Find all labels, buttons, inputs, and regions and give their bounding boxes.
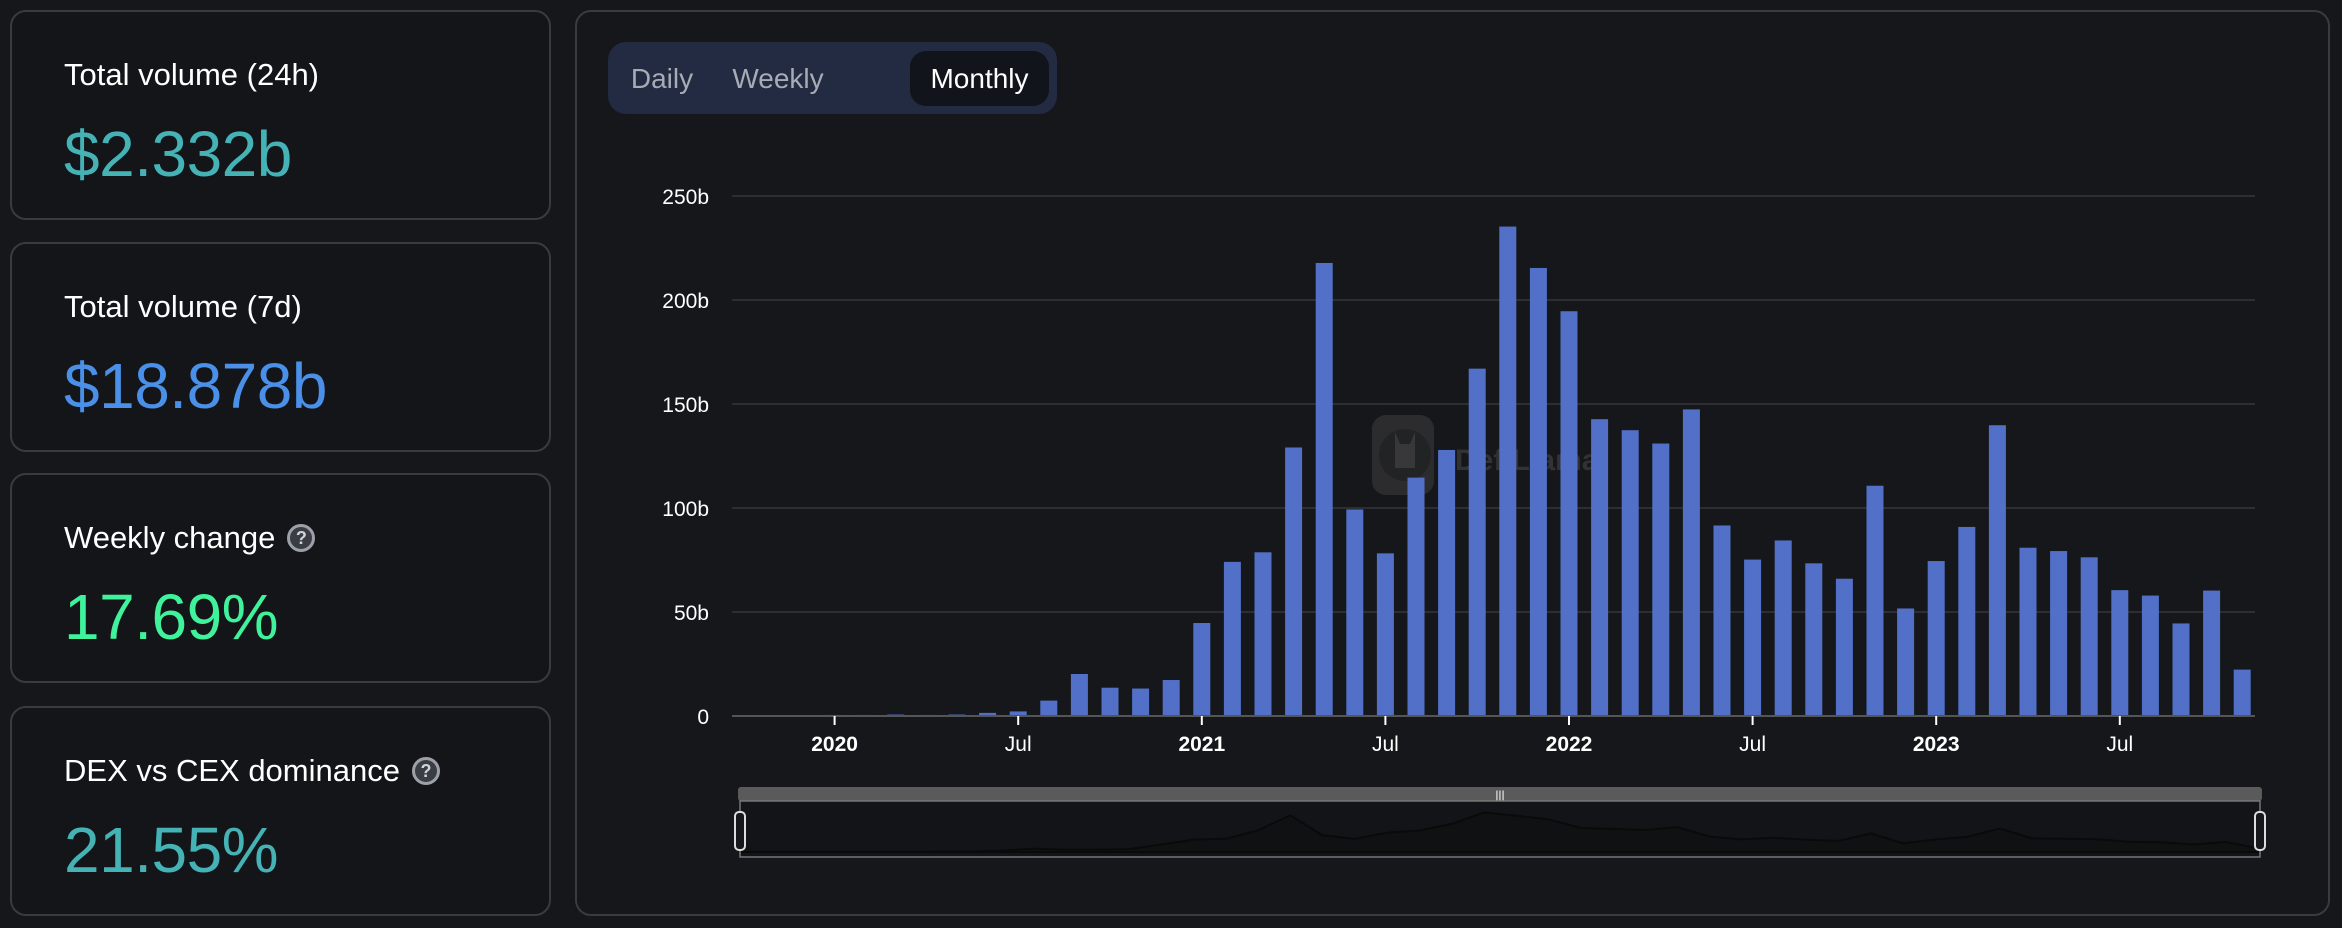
stat-value: 17.69% <box>64 581 279 653</box>
stat-label: Weekly change? <box>64 520 316 556</box>
stat-card: DEX vs CEX dominance? 21.55% <box>10 706 551 916</box>
period-toggle: Daily Weekly Monthly <box>608 42 1057 114</box>
volume-chart-panel <box>575 10 2330 916</box>
stat-label: Total volume (24h) <box>64 57 319 93</box>
stat-value: $18.878b <box>64 350 327 422</box>
stat-label: Total volume (7d) <box>64 289 302 325</box>
tab-daily[interactable]: Daily <box>630 63 694 94</box>
stat-label-text: Total volume (7d) <box>64 289 302 324</box>
help-icon[interactable]: ? <box>411 757 440 785</box>
stat-label-text: DEX vs CEX dominance <box>64 753 400 788</box>
stat-card: Total volume (24h) $2.332b <box>10 10 551 220</box>
help-icon[interactable]: ? <box>287 524 316 552</box>
stat-value: 21.55% <box>64 814 279 886</box>
stat-card: Total volume (7d) $18.878b <box>10 242 551 452</box>
tab-weekly[interactable]: Weekly <box>732 63 824 94</box>
tab-monthly[interactable]: Monthly <box>910 51 1049 106</box>
stat-label-text: Total volume (24h) <box>64 57 320 92</box>
stat-value: $2.332b <box>64 118 292 190</box>
stat-label-text: Weekly change <box>64 520 276 555</box>
stat-card: Weekly change? 17.69% <box>10 473 551 683</box>
stat-label: DEX vs CEX dominance? <box>64 753 440 789</box>
